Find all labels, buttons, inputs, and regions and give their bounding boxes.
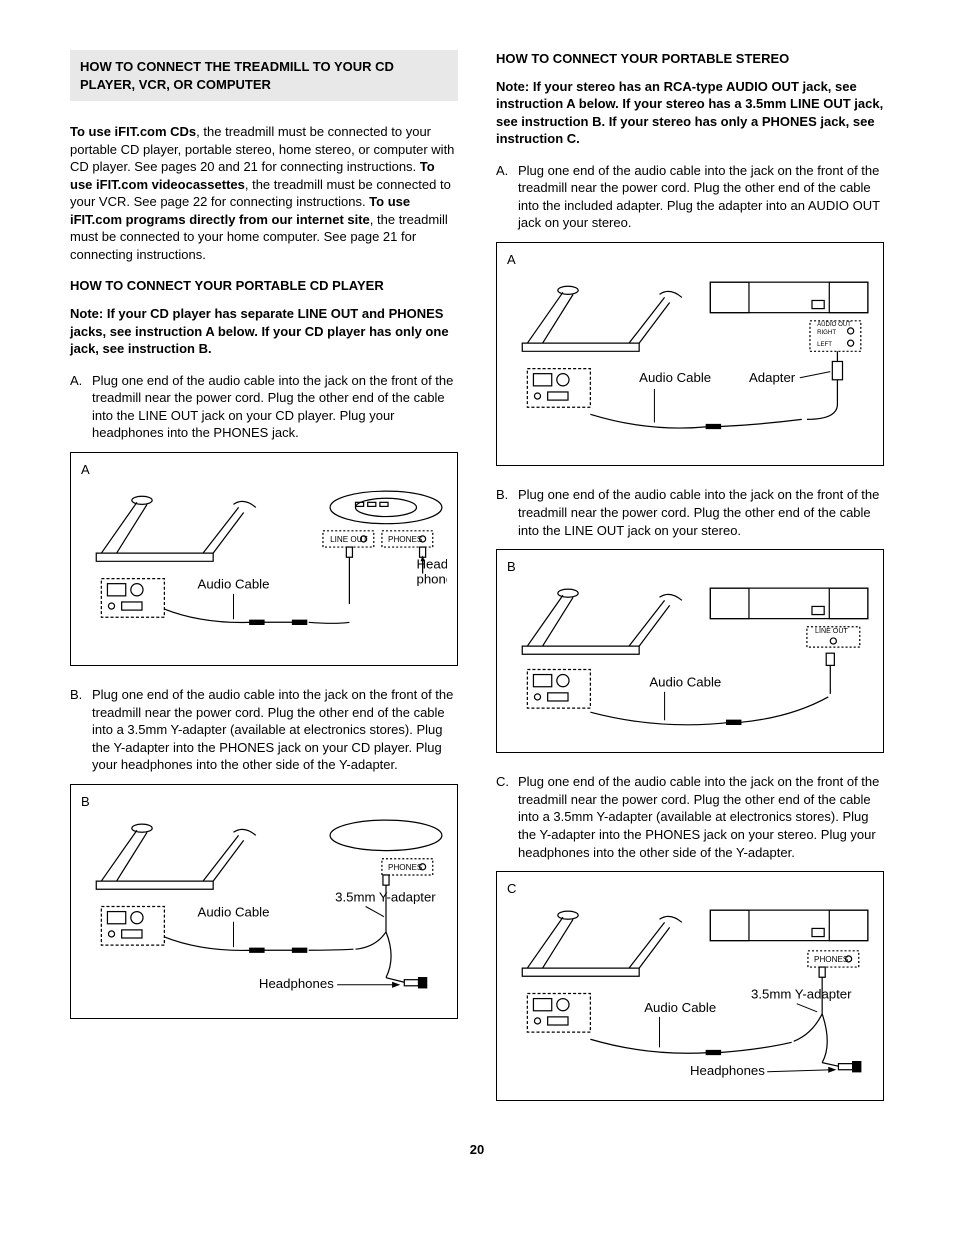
treadmill-stereo-diagram-b-svg: LINE OUT Audio Cable xyxy=(507,580,873,743)
svg-text:PHONES: PHONES xyxy=(388,862,423,871)
left-diagram-b: B xyxy=(70,784,458,1019)
treadmill-cd-diagram-b-svg: PHONES Audio Cable 3.5mm Y-adapter Headp… xyxy=(81,815,447,1008)
step-text-a: Plug one end of the audio cable into the… xyxy=(92,372,458,442)
step-text: Plug one end of the audio cable into the… xyxy=(518,162,884,232)
svg-text:Adapter: Adapter xyxy=(749,370,796,385)
right-diagram-b: B xyxy=(496,549,884,753)
intro-bold-1: To use iFIT.com CDs xyxy=(70,124,196,139)
svg-text:PHONES: PHONES xyxy=(814,955,849,964)
treadmill-stereo-diagram-c-svg: PHONES Audio Cable 3.5mm Y-adapter Headp… xyxy=(507,902,873,1090)
treadmill-cd-diagram-a-svg: LINE OUT PHONES Audio Cable Head- phones xyxy=(81,482,447,655)
svg-text:LEFT: LEFT xyxy=(817,342,832,349)
intro-paragraph: To use iFIT.com CDs, the treadmill must … xyxy=(70,123,458,263)
svg-text:Head-: Head- xyxy=(416,557,447,572)
svg-text:PHONES: PHONES xyxy=(388,535,423,544)
diagram-label: A xyxy=(507,251,873,269)
step-letter-b: B. xyxy=(70,686,92,774)
left-diagram-a: A xyxy=(70,452,458,666)
diagram-label: B xyxy=(81,793,447,811)
right-diagram-a: A xyxy=(496,242,884,467)
step-text-b: Plug one end of the audio cable into the… xyxy=(92,686,458,774)
svg-text:Audio Cable: Audio Cable xyxy=(639,370,711,385)
right-column: HOW TO CONNECT YOUR PORTABLE STEREO Note… xyxy=(496,50,884,1121)
step-letter-a: A. xyxy=(70,372,92,442)
right-diagram-c: C xyxy=(496,871,884,1101)
svg-text:Audio Cable: Audio Cable xyxy=(649,674,721,689)
left-step-a: A. Plug one end of the audio cable into … xyxy=(70,372,458,442)
svg-text:3.5mm Y-adapter: 3.5mm Y-adapter xyxy=(751,986,852,1001)
cd-note: Note: If your CD player has separate LIN… xyxy=(70,305,458,358)
left-step-b: B. Plug one end of the audio cable into … xyxy=(70,686,458,774)
left-column: HOW TO CONNECT THE TREADMILL TO YOUR CD … xyxy=(70,50,458,1121)
step-text: Plug one end of the audio cable into the… xyxy=(518,773,884,861)
step-text: Plug one end of the audio cable into the… xyxy=(518,486,884,539)
svg-text:Audio Cable: Audio Cable xyxy=(198,577,270,592)
stereo-heading: HOW TO CONNECT YOUR PORTABLE STEREO xyxy=(496,50,884,68)
svg-text:RIGHT: RIGHT xyxy=(817,329,836,336)
svg-text:Audio Cable: Audio Cable xyxy=(644,999,716,1014)
stereo-note: Note: If your stereo has an RCA-type AUD… xyxy=(496,78,884,148)
svg-text:Headphones: Headphones xyxy=(690,1062,765,1077)
svg-text:3.5mm Y-adapter: 3.5mm Y-adapter xyxy=(335,889,436,904)
svg-text:Headphones: Headphones xyxy=(259,975,334,990)
svg-text:LINE OUT: LINE OUT xyxy=(815,627,848,635)
step-letter: A. xyxy=(496,162,518,232)
left-box-title: HOW TO CONNECT THE TREADMILL TO YOUR CD … xyxy=(70,50,458,101)
step-letter: C. xyxy=(496,773,518,861)
right-step-b: B. Plug one end of the audio cable into … xyxy=(496,486,884,539)
svg-text:AUDIO OUT: AUDIO OUT xyxy=(817,321,851,328)
treadmill-stereo-diagram-a-svg: AUDIO OUT RIGHT LEFT Audio Cable Adapter xyxy=(507,272,873,455)
right-step-a: A. Plug one end of the audio cable into … xyxy=(496,162,884,232)
diagram-label: A xyxy=(81,461,447,479)
svg-text:LINE OUT: LINE OUT xyxy=(330,535,368,544)
cd-player-heading: HOW TO CONNECT YOUR PORTABLE CD PLAYER xyxy=(70,277,458,295)
right-step-c: C. Plug one end of the audio cable into … xyxy=(496,773,884,861)
svg-text:phones: phones xyxy=(416,572,447,587)
page-number: 20 xyxy=(70,1141,884,1159)
diagram-label: B xyxy=(507,558,873,576)
step-letter: B. xyxy=(496,486,518,539)
diagram-label: C xyxy=(507,880,873,898)
svg-text:Audio Cable: Audio Cable xyxy=(198,904,270,919)
